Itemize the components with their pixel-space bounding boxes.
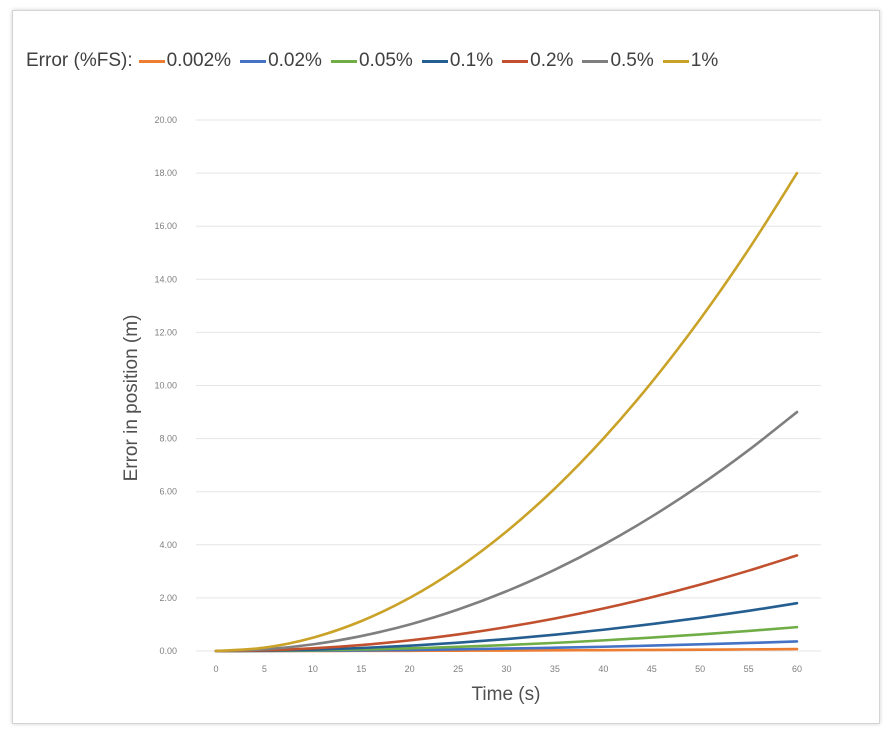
x-tick-label: 10 xyxy=(308,664,318,674)
legend-label: 0.5% xyxy=(610,50,654,71)
y-axis-title: Error in position (m) xyxy=(121,315,142,482)
legend-swatch xyxy=(330,59,357,63)
x-tick-label: 30 xyxy=(501,664,511,674)
legend-label: 0.1% xyxy=(449,50,494,71)
y-axis-ticks: 0.00 2.00 4.00 6.00 8.00 10.00 12.00 14.00 16.00… xyxy=(154,115,177,656)
y-tick-label: 8.00 xyxy=(159,434,177,444)
legend-item: 0.05% xyxy=(330,50,413,72)
y-tick-label: 0.00 xyxy=(159,646,177,656)
y-tick-label: 6.00 xyxy=(159,487,177,497)
x-tick-label: 45 xyxy=(647,664,657,674)
series-line-1- xyxy=(214,171,799,653)
y-tick-label: 10.00 xyxy=(154,381,177,391)
series-line-0-1- xyxy=(214,601,799,653)
y-tick-label: 18.00 xyxy=(154,168,177,178)
series-lines xyxy=(214,171,799,653)
series-line-0-5- xyxy=(214,410,799,653)
x-tick-label: 35 xyxy=(550,664,560,674)
legend-swatch xyxy=(582,59,609,63)
legend-item: 0.5% xyxy=(582,50,654,72)
legend-item: 0.1% xyxy=(421,50,494,72)
legend-swatch xyxy=(240,59,267,63)
legend-swatch xyxy=(662,59,689,63)
x-tick-label: 5 xyxy=(262,664,267,674)
legend: Error (%FS): 0.002% 0.02% 0.05% 0.1% 0.2% 0.5… xyxy=(26,46,727,76)
legend-label: 0.02% xyxy=(268,50,322,71)
y-tick-label: 2.00 xyxy=(159,593,177,603)
x-axis-title: Time (s) xyxy=(472,684,541,705)
y-tick-label: 20.00 xyxy=(154,115,177,125)
y-tick-label: 12.00 xyxy=(154,327,177,337)
x-tick-label: 25 xyxy=(453,664,463,674)
legend-label: 0.002% xyxy=(166,50,232,71)
legend-item: 0.002% xyxy=(138,50,232,72)
x-axis-ticks: 0 5 10 15 20 25 30 35 40 45 50 55 60 xyxy=(213,664,802,674)
x-tick-label: 40 xyxy=(598,664,608,674)
legend-label: 1% xyxy=(690,50,719,71)
chart-frame xyxy=(12,10,880,724)
x-tick-label: 0 xyxy=(213,664,218,674)
x-tick-label: 60 xyxy=(792,664,802,674)
legend-item: 0.02% xyxy=(240,50,322,72)
legend-item: 1% xyxy=(662,50,719,72)
x-tick-label: 20 xyxy=(405,664,415,674)
gridlines xyxy=(196,119,821,652)
y-tick-label: 16.00 xyxy=(154,221,177,231)
x-tick-label: 55 xyxy=(744,664,754,674)
legend-swatch xyxy=(502,59,529,63)
legend-swatch xyxy=(421,59,448,63)
y-tick-label: 14.00 xyxy=(154,274,177,284)
legend-item: 0.2% xyxy=(502,50,573,72)
x-tick-label: 50 xyxy=(695,664,705,674)
legend-swatch xyxy=(138,59,165,63)
x-tick-label: 15 xyxy=(356,664,366,674)
legend-items: 0.002% 0.02% 0.05% 0.1% 0.2% 0.5% 1% xyxy=(138,50,728,72)
legend-label: 0.2% xyxy=(530,50,574,71)
legend-title: Error (%FS): xyxy=(26,50,133,71)
series-line-0-2- xyxy=(214,554,799,653)
y-tick-label: 4.00 xyxy=(159,540,177,550)
legend-label: 0.05% xyxy=(358,50,413,71)
